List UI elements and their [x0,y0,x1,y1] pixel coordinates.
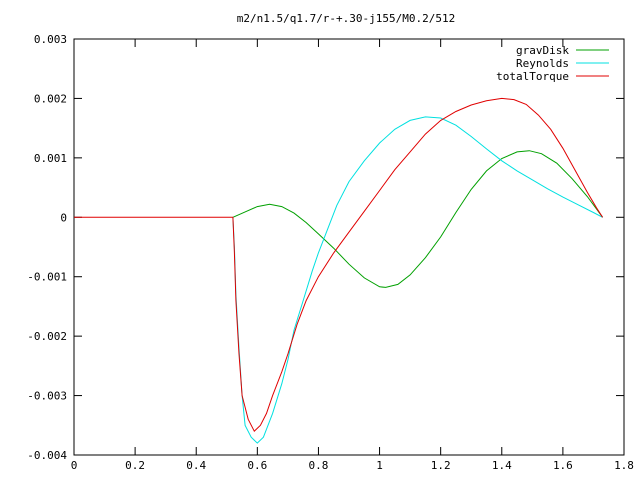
series-lines [74,97,604,444]
y-tick-label: -0.004 [27,449,67,462]
x-tick-label: 1 [376,459,383,472]
y-tick-label: 0.001 [34,152,67,165]
y-tick-label: 0.003 [34,33,67,46]
y-tick-label: 0.002 [34,92,67,105]
x-tick-label: 1.2 [431,459,451,472]
legend-label: Reynolds [516,57,569,70]
series-line-gravdisk [232,150,604,288]
plot-frame [73,38,625,456]
y-tick-label: -0.002 [27,330,67,343]
y-tick-label: -0.001 [27,271,67,284]
legend-label: totalTorque [496,70,569,83]
x-tick-label: 0.2 [125,459,145,472]
x-tick-label: 0 [71,459,78,472]
x-tick-label: 0.6 [247,459,267,472]
x-tick-label: 1.6 [553,459,573,472]
chart-title: m2/n1.5/q1.7/r-+.30-j155/M0.2/512 [237,12,456,25]
x-tick-label: 1.4 [492,459,512,472]
x-tick-label: 0.4 [186,459,206,472]
legend-label: gravDisk [516,44,569,57]
x-axis: 0 0.2 0.4 0.6 0.8 1 1.2 1.4 1.6 1.8 [71,39,634,472]
series-line-totaltorque [74,97,604,433]
y-axis: 0.003 0.002 0.001 0 -0.001 -0.002 -0.003 -0.004 [27,33,624,462]
y-tick-label: 0 [60,211,67,224]
x-tick-label: 1.8 [614,459,634,472]
series-line-reynolds [232,116,603,444]
y-tick-label: -0.003 [27,390,67,403]
x-tick-label: 0.8 [309,459,329,472]
